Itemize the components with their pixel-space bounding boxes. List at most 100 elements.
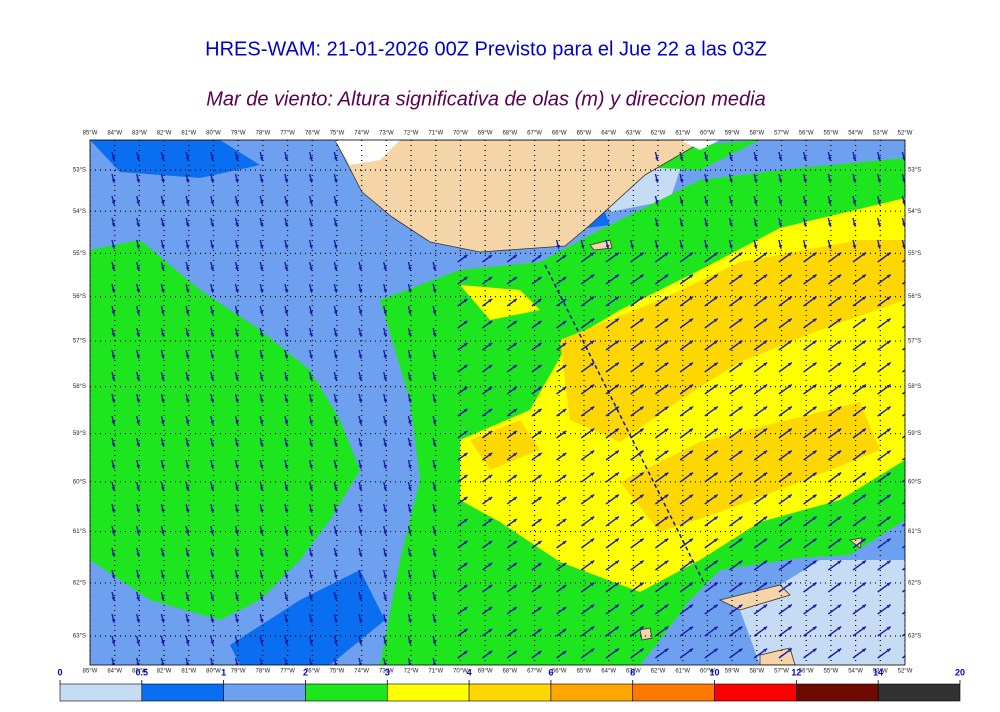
arrow-head — [763, 274, 768, 279]
arrow-head — [463, 584, 468, 589]
arrow-head — [407, 552, 412, 557]
arrow-head — [812, 472, 817, 477]
arrow-head — [160, 508, 165, 513]
arrow-head — [738, 604, 743, 609]
arrow-head — [738, 626, 743, 631]
arrow-head — [136, 464, 140, 469]
arrow-head — [463, 342, 468, 347]
lon-label-bottom: 79°W — [231, 669, 246, 675]
arrow-head — [111, 156, 116, 161]
shoreline-white — [335, 140, 720, 165]
arrow-head — [463, 408, 468, 413]
graticule — [90, 140, 905, 665]
arrow-head — [837, 538, 842, 543]
arrow-head — [713, 252, 718, 257]
arrow-head — [136, 508, 140, 513]
arrow-head — [407, 596, 412, 601]
arrow-head — [259, 420, 264, 425]
arrow-head — [911, 451, 915, 455]
arrow-head — [160, 420, 165, 425]
arrow-head — [407, 376, 412, 381]
arrow-head — [111, 596, 116, 601]
arrow-head — [383, 266, 387, 271]
arrow-head — [827, 244, 832, 249]
arrow-head — [689, 538, 694, 543]
arrow-head — [689, 560, 694, 565]
arrow-head — [664, 626, 669, 631]
lon-label-top: 55°W — [824, 131, 839, 137]
title: HRES-WAM: 21-01-2026 00Z Previsto para e… — [205, 38, 767, 60]
arrow-head — [901, 244, 905, 249]
arrow-head — [753, 222, 758, 227]
arrow-head — [738, 296, 743, 301]
arrow-shaft — [432, 657, 436, 665]
arrow-head — [911, 649, 915, 653]
arrow-head — [654, 156, 659, 161]
arrow-head — [259, 354, 264, 359]
arrow-head — [383, 288, 387, 293]
arrow-head — [358, 398, 363, 403]
arrow-head — [111, 288, 116, 293]
arrow-head — [639, 384, 644, 389]
arrow-head — [787, 296, 792, 301]
arrow-head — [639, 538, 644, 543]
arrow-head — [463, 540, 468, 545]
arrow-head — [614, 648, 619, 653]
arrow-head — [689, 472, 694, 477]
lon-label-bottom: 81°W — [181, 669, 196, 675]
arrow-head — [689, 450, 694, 455]
arrow-head — [111, 662, 116, 665]
arrow-head — [689, 582, 694, 587]
arrow-head — [763, 428, 768, 433]
arrow-head — [861, 362, 866, 367]
lon-label-top: 52°W — [898, 131, 913, 137]
arrow-head — [432, 442, 437, 447]
arrow-head — [861, 582, 866, 587]
lat-label-right: 63°S — [908, 634, 921, 640]
arrow-shaft — [185, 657, 189, 665]
arrow-head — [704, 222, 708, 227]
arrow-head — [562, 254, 567, 259]
colorbar-segment — [305, 683, 388, 702]
arrow-head — [432, 640, 437, 645]
arrow-head — [136, 266, 140, 271]
arrow-head — [488, 562, 493, 567]
arrow-head — [407, 530, 412, 535]
arrow-head — [679, 222, 684, 227]
arrow-head — [537, 518, 542, 523]
arrow-head — [111, 200, 116, 205]
arrow-head — [639, 428, 644, 433]
arrow-head — [911, 473, 915, 477]
lon-label-top: 85°W — [83, 131, 98, 137]
arrow-head — [160, 266, 165, 271]
arrow-head — [763, 582, 768, 587]
arrow-head — [861, 648, 866, 653]
arrow-head — [136, 288, 140, 293]
arrow-head — [562, 320, 567, 325]
lon-label-bottom: 56°W — [799, 669, 814, 675]
arrow-head — [537, 650, 542, 655]
arrow-head — [210, 596, 214, 601]
arrow-head — [704, 156, 708, 161]
arrow-shaft — [901, 611, 905, 615]
arrow-head — [333, 266, 338, 271]
arrow-head — [837, 494, 842, 499]
arrow-head — [407, 266, 412, 271]
arrow-head — [911, 605, 915, 609]
arrow-head — [309, 200, 313, 205]
arrow-head — [512, 474, 517, 479]
arrow-head — [488, 584, 493, 589]
arrow-head — [654, 200, 659, 205]
arrow-head — [512, 540, 517, 545]
arrow-head — [664, 648, 669, 653]
arrow-head — [309, 398, 313, 403]
arrow-head — [778, 178, 783, 183]
arrow-head — [333, 596, 338, 601]
arrow-head — [738, 252, 743, 257]
arrow-head — [877, 200, 881, 205]
lon-label-top: 68°W — [502, 131, 517, 137]
arrow-head — [639, 560, 644, 565]
arrow-head — [639, 274, 644, 279]
arrow-head — [689, 252, 694, 257]
arrow-head — [689, 648, 694, 653]
